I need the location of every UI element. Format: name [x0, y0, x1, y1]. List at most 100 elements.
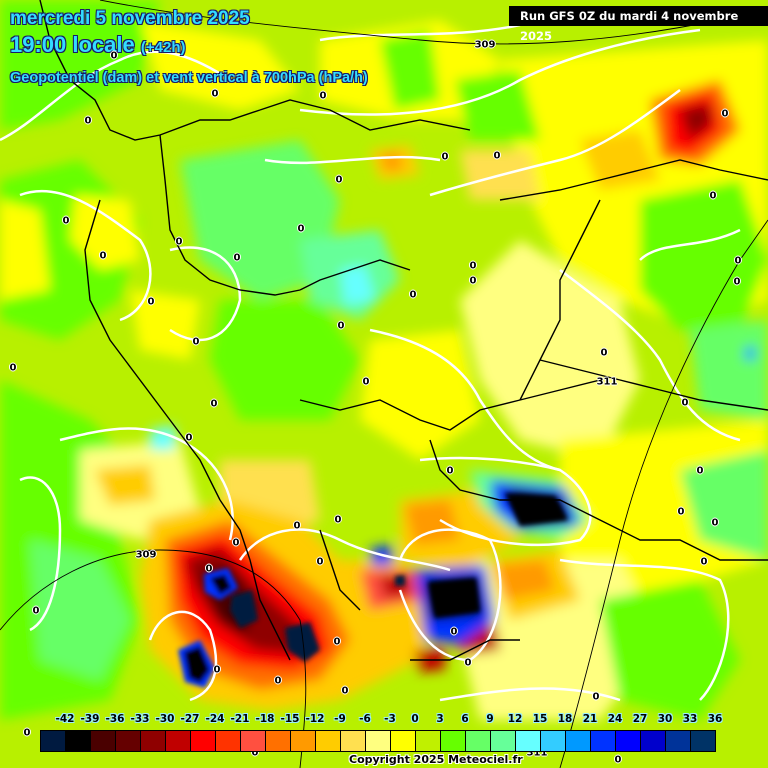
zero-contour-label: 0 — [297, 223, 305, 235]
legend-swatch — [491, 731, 516, 751]
zero-contour-label: 0 — [147, 296, 155, 308]
zero-contour-label: 0 — [696, 465, 704, 477]
zero-contour-label: 0 — [274, 675, 282, 687]
zero-contour-label: 0 — [677, 506, 685, 518]
run-banner: Run GFS 0Z du mardi 4 novembre 2025 — [509, 6, 768, 43]
zero-contour-label: 0 — [441, 151, 449, 163]
legend-swatch — [216, 731, 241, 751]
legend-tick-label: 30 — [657, 713, 673, 725]
legend-tick-label: 15 — [532, 713, 548, 725]
legend-swatch — [566, 731, 591, 751]
zero-contour-label: 0 — [32, 605, 40, 617]
legend-swatch — [691, 731, 715, 751]
zero-contour-label: 0 — [700, 556, 708, 568]
zero-contour-label: 0 — [233, 252, 241, 264]
legend-tick-label: -6 — [359, 713, 371, 725]
zero-contour-label: 0 — [469, 275, 477, 287]
zero-contour-label: 0 — [337, 320, 345, 332]
zero-contours — [0, 23, 741, 702]
zero-contour-label: 0 — [614, 754, 622, 766]
zero-contour-label: 0 — [9, 362, 17, 374]
zero-contour-label: 0 — [319, 90, 327, 102]
legend-tick-label: -33 — [130, 713, 150, 725]
legend-tick-label: 3 — [436, 713, 444, 725]
zero-contour-label: 0 — [592, 691, 600, 703]
legend-swatch — [91, 731, 116, 751]
zero-contour-label: 0 — [210, 398, 218, 410]
geopotential-contour-label: 311 — [526, 747, 548, 759]
forecast-time: 19:00 locale (+42h) — [10, 32, 185, 58]
zero-contour-label: 0 — [213, 664, 221, 676]
legend-swatch — [241, 731, 266, 751]
legend-tick-label: 21 — [582, 713, 598, 725]
legend-tick-label: -9 — [334, 713, 346, 725]
zero-contour-label: 0 — [450, 626, 458, 638]
legend-swatch — [516, 731, 541, 751]
legend-tick-label: 36 — [707, 713, 723, 725]
legend-tick-label: -30 — [155, 713, 175, 725]
zero-contour-label: 0 — [341, 685, 349, 697]
legend-tick-label: -24 — [205, 713, 225, 725]
legend-tick-label: 27 — [632, 713, 648, 725]
zero-contour-label: 0 — [232, 537, 240, 549]
zero-contour-label: 0 — [709, 190, 717, 202]
zero-contour-label: 0 — [362, 376, 370, 388]
legend-tick-label: 6 — [461, 713, 469, 725]
legend-tick-label: -36 — [105, 713, 125, 725]
legend-tick-label: 18 — [557, 713, 573, 725]
zero-contour-label: 0 — [600, 347, 608, 359]
zero-contour-label: 0 — [293, 520, 301, 532]
legend-tick-label: 9 — [486, 713, 494, 725]
zero-contour-label: 0 — [62, 215, 70, 227]
zero-contour-label: 0 — [99, 250, 107, 262]
legend-tick-label: -15 — [280, 713, 300, 725]
legend-swatch — [316, 731, 341, 751]
vertical-velocity-field — [0, 0, 768, 720]
legend-swatch — [41, 731, 66, 751]
zero-contour-label: 0 — [185, 432, 193, 444]
legend-swatch — [266, 731, 291, 751]
legend-swatch — [591, 731, 616, 751]
legend-swatch — [166, 731, 191, 751]
legend-swatch — [366, 731, 391, 751]
zero-contour-label: 0 — [721, 108, 729, 120]
legend-tick-label: -12 — [305, 713, 325, 725]
legend-swatch — [641, 731, 666, 751]
legend-swatch — [666, 731, 691, 751]
legend-tick-label: 33 — [682, 713, 698, 725]
zero-contour-label: 0 — [469, 260, 477, 272]
zero-contour-label: 0 — [335, 174, 343, 186]
legend-swatch — [191, 731, 216, 751]
legend-swatch — [616, 731, 641, 751]
zero-contour-label: 0 — [446, 465, 454, 477]
legend-swatch — [66, 731, 91, 751]
legend-tick-label: -18 — [255, 713, 275, 725]
legend-tick-label: 12 — [507, 713, 523, 725]
zero-contour-label: 0 — [333, 636, 341, 648]
zero-contour-label: 0 — [316, 556, 324, 568]
zero-contour-label: 0 — [175, 236, 183, 248]
legend-swatch — [416, 731, 441, 751]
intense-cores — [178, 493, 568, 688]
zero-contour-label: 0 — [464, 657, 472, 669]
zero-contour-label: 0 — [493, 150, 501, 162]
zero-contour-label: 0 — [409, 289, 417, 301]
geopotential-contour-label: 311 — [596, 376, 618, 388]
legend-swatch — [341, 731, 366, 751]
legend-swatch — [141, 731, 166, 751]
geopotential-contour-label: 309 — [474, 39, 496, 51]
legend-tick-label: -21 — [230, 713, 250, 725]
geopotential-contour-label: 309 — [135, 549, 157, 561]
color-legend — [40, 730, 716, 752]
local-time: 19:00 locale — [10, 32, 135, 57]
zero-contour-label: 0 — [84, 115, 92, 127]
parameter-description: Geopotentiel (dam) et vent vertical à 70… — [10, 70, 368, 86]
forecast-date: mercredi 5 novembre 2025 — [10, 8, 250, 29]
legend-swatch — [291, 731, 316, 751]
legend-ticks: -42 -39 -36 -33 -30 -27 -24 -21 -18 -15 -12 -9 -6 -3 0… — [40, 713, 723, 727]
legend-swatch — [541, 731, 566, 751]
legend-tick-label: -39 — [80, 713, 100, 725]
zero-contour-label: 0 — [733, 276, 741, 288]
